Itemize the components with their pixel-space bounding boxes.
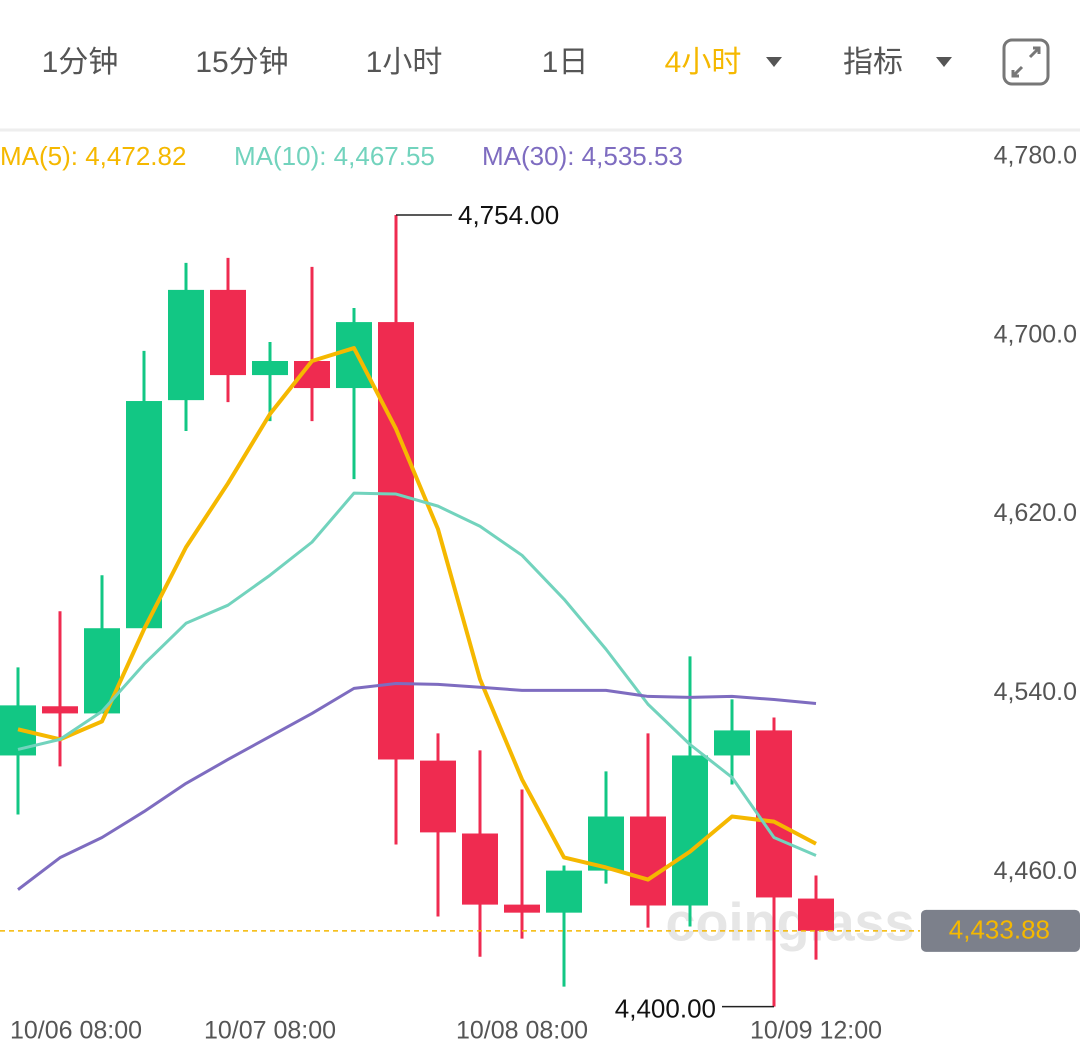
- toolbar-bg: [0, 0, 1080, 128]
- candle-body: [546, 870, 582, 913]
- candle-body: [42, 706, 78, 714]
- x-tick-label: 10/07 08:00: [204, 1017, 336, 1041]
- y-tick-label: 4,700.0: [994, 320, 1077, 348]
- ma-line: [17, 491, 817, 857]
- y-tick-label: 4,460.0: [994, 857, 1077, 885]
- tab-label[interactable]: 1分钟: [42, 46, 119, 79]
- annotation-label: 4,400.00: [615, 993, 716, 1023]
- candle-body: [378, 322, 414, 760]
- fullscreen-button[interactable]: [1002, 38, 1050, 86]
- candle-body: [588, 816, 624, 871]
- x-tick-label: 10/06 08:00: [10, 1017, 142, 1041]
- legend-entry: MA(30): 4,535.53: [482, 141, 683, 171]
- tab-label[interactable]: 15分钟: [195, 46, 288, 79]
- x-tick-label: 10/09 12:00: [750, 1017, 882, 1041]
- candle-body: [420, 760, 456, 833]
- candle-body: [462, 833, 498, 905]
- dropdown-caret[interactable]: [766, 57, 782, 67]
- candle-body: [756, 730, 792, 898]
- candle-body: [126, 401, 162, 629]
- candle-body: [336, 322, 372, 389]
- candle-body: [672, 755, 708, 906]
- y-tick-label: 4,620.0: [994, 499, 1077, 527]
- candle-body: [252, 360, 288, 376]
- dropdown-caret[interactable]: [936, 57, 952, 67]
- candle-body: [714, 730, 750, 756]
- ma-line: [17, 681, 817, 891]
- fullscreen-frame[interactable]: [1002, 38, 1050, 86]
- last-price-tag: [921, 909, 1080, 952]
- candle-body: [504, 904, 540, 913]
- candle-body: [168, 289, 204, 401]
- legend-entry: MA(5): 4,472.82: [0, 141, 186, 171]
- candle-body: [798, 898, 834, 931]
- x-tick-label: 10/08 08:00: [456, 1017, 588, 1041]
- ma-line: [17, 346, 817, 882]
- candle-body: [84, 628, 120, 714]
- fullscreen-icon[interactable]: [1011, 46, 1041, 78]
- tab-label[interactable]: 1日: [542, 46, 589, 79]
- annotation-label: 4,754.00: [458, 200, 559, 230]
- y-tick-label: 4,540.0: [994, 678, 1077, 706]
- candle-body: [210, 289, 246, 376]
- tab-label[interactable]: 1小时: [366, 46, 443, 79]
- tab-label[interactable]: 4小时: [665, 46, 742, 79]
- y-tick-label: 4,780.0: [994, 141, 1077, 169]
- last-price-label: 4,433.88: [949, 915, 1050, 945]
- tab-label[interactable]: 指标: [843, 46, 903, 79]
- candle-body: [630, 816, 666, 906]
- legend-entry: MA(10): 4,467.55: [234, 141, 435, 171]
